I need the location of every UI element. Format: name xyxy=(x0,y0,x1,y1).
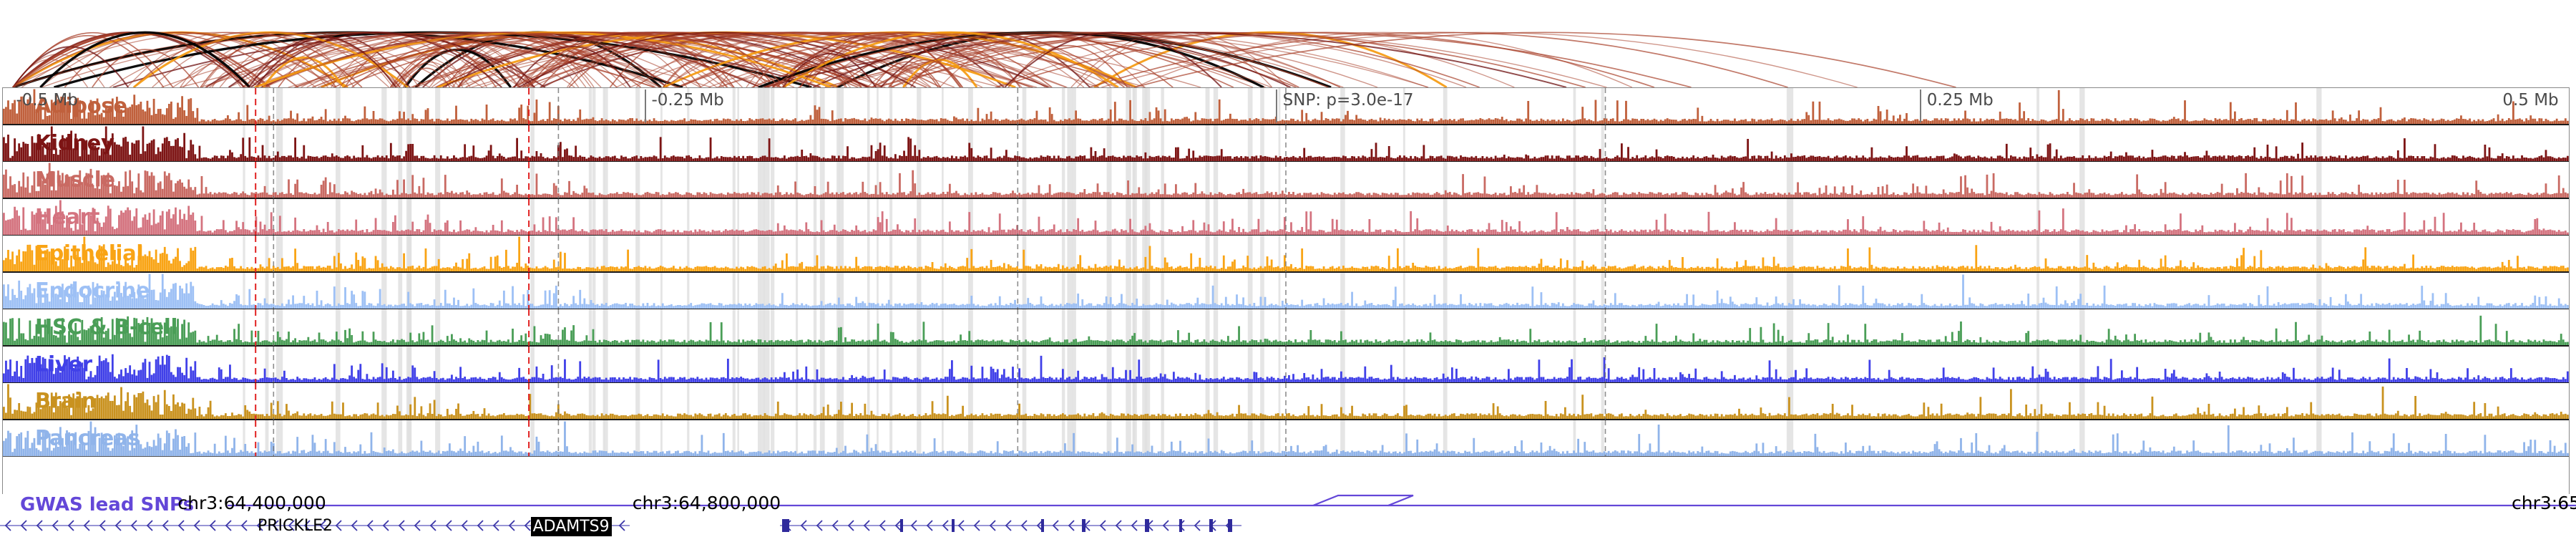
ruler-tick xyxy=(1919,90,1921,122)
signal-track-brain[interactable]: Brain xyxy=(3,383,2569,420)
track-signal-svg xyxy=(3,125,2569,162)
ruler-tick xyxy=(644,90,646,122)
track-signal-svg xyxy=(3,272,2569,309)
arc-svg xyxy=(12,31,1956,87)
track-signal-svg xyxy=(3,309,2569,346)
gwas-lead-snps-label: GWAS lead SNPs xyxy=(20,494,195,516)
ruler-label: -0.5 Mb xyxy=(16,91,78,110)
signal-track-muscle[interactable]: Muscle xyxy=(3,162,2569,199)
track-signal-svg xyxy=(3,383,2569,420)
gene-annotation-panel[interactable]: GWAS lead SNPs PRICKLE2 ADAMTS9 chr3:64,40… xyxy=(0,493,2576,537)
signal-track-endocrine[interactable]: Endocrine xyxy=(3,272,2569,309)
ruler-label: 0.5 Mb xyxy=(2502,91,2559,110)
signal-track-hsc-b-cell[interactable]: HSC & B-cell xyxy=(3,309,2569,347)
signal-track-pancreas[interactable]: Pancreas xyxy=(3,420,2569,457)
signal-track-heart[interactable]: Heart xyxy=(3,198,2569,236)
track-signal-svg xyxy=(3,162,2569,198)
ruler-label: SNP: p=3.0e-17 xyxy=(1282,91,1414,110)
coordinate-label: chr3:65,2 xyxy=(2512,493,2576,513)
ruler-tick xyxy=(1275,90,1277,122)
ruler-label: -0.25 Mb xyxy=(651,91,724,110)
track-signal-svg xyxy=(3,346,2569,383)
signal-track-kidney[interactable]: Kidney xyxy=(3,125,2569,162)
track-signal-svg xyxy=(3,236,2569,272)
coordinate-label: chr3:64,400,000 xyxy=(177,493,326,513)
gene-label-prickle2[interactable]: PRICKLE2 xyxy=(258,517,333,535)
ruler-label: 0.25 Mb xyxy=(1926,91,1994,110)
chromatin-interaction-arcs-panel[interactable] xyxy=(0,0,2576,87)
signal-tracks-container[interactable]: Adipose -0.5 Mb -0.25 Mb SNP: p=3.0e-17 0.25… xyxy=(2,87,2570,494)
gene-label-adamts9[interactable]: ADAMTS9 xyxy=(530,517,612,536)
signal-track-adipose[interactable]: Adipose -0.5 Mb -0.25 Mb SNP: p=3.0e-17 0.25… xyxy=(3,88,2569,125)
gene-track-svg xyxy=(0,494,2576,532)
signal-track-epithelial[interactable]: Epithelial xyxy=(3,236,2569,273)
signal-track-liver[interactable]: Liver xyxy=(3,346,2569,383)
track-signal-svg xyxy=(3,198,2569,236)
coordinate-label: chr3:64,800,000 xyxy=(632,493,781,513)
track-signal-svg xyxy=(3,420,2569,457)
